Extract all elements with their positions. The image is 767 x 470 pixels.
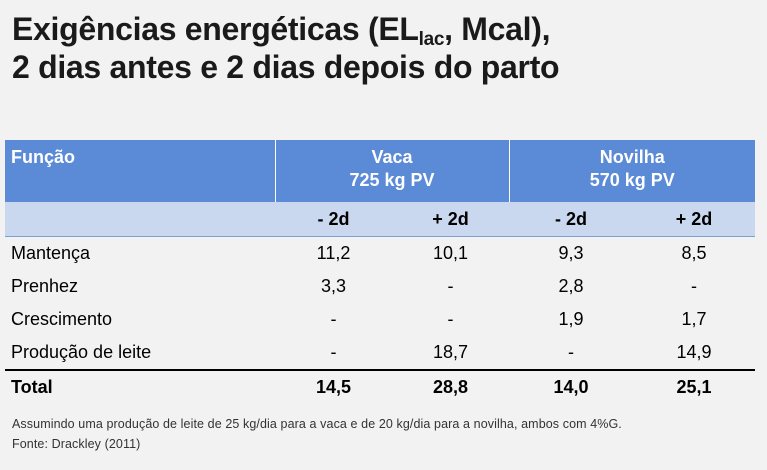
slide-title: Exigências energéticas (ELlac, Mcal), 2 … <box>12 10 757 86</box>
table-cell: 14,9 <box>676 342 712 362</box>
table-cell: - <box>330 342 337 362</box>
table-cell: - <box>447 309 454 329</box>
footnote: Assumindo uma produção de leite de 25 kg… <box>12 414 622 454</box>
total-cell: 14,5 <box>275 369 392 404</box>
row-label: Prenhez <box>11 276 79 296</box>
header-novilha: Novilha 570 kg PV <box>509 140 755 202</box>
row-label: Crescimento <box>11 309 113 329</box>
subheader-cell: + 2d <box>633 202 755 237</box>
total-cell: 28,8 <box>392 369 509 404</box>
energy-requirements-table: Função Vaca 725 kg PV Novilha 570 kg PV … <box>5 140 755 404</box>
header-funcao: Função <box>5 140 276 202</box>
table-header-row: Função Vaca 725 kg PV Novilha 570 kg PV <box>5 140 755 202</box>
subheader-cell: - 2d <box>509 202 633 237</box>
title-subscript: lac <box>418 29 445 50</box>
table-cell: 3,3 <box>320 276 347 296</box>
table-row: Prenhez 3,3 - 2,8 - <box>5 270 755 303</box>
table-cell: 2,8 <box>558 276 584 296</box>
subheader-cell: - 2d <box>275 202 392 237</box>
title-line-1: Exigências energéticas (ELlac, Mcal), <box>12 11 551 50</box>
subheader-empty <box>5 202 275 237</box>
table-subheader-row: - 2d + 2d - 2d + 2d <box>5 202 755 237</box>
table-cell: - <box>330 309 337 329</box>
subheader-cell: + 2d <box>392 202 509 237</box>
table-row: Crescimento - - 1,9 1,7 <box>5 303 755 336</box>
table-cell: - <box>447 276 454 296</box>
table-row: Produção de leite - 18,7 - 14,9 <box>5 336 755 370</box>
table-row: Mantença 11,2 10,1 9,3 8,5 <box>5 237 755 271</box>
table-cell: - <box>568 342 574 362</box>
total-cell: 14,0 <box>509 369 633 404</box>
header-vaca: Vaca 725 kg PV <box>275 140 510 202</box>
title-line-2: 2 dias antes e 2 dias depois do parto <box>12 49 560 85</box>
table-cell: 1,7 <box>681 309 707 329</box>
table-cell: 9,3 <box>558 243 584 263</box>
row-label: Mantença <box>11 243 91 263</box>
table-cell: - <box>691 276 697 296</box>
source-note: Fonte: Drackley (2011) <box>12 437 141 451</box>
assumption-note: Assumindo uma produção de leite de 25 kg… <box>12 417 622 431</box>
table-total-row: Total 14,5 28,8 14,0 25,1 <box>5 369 755 404</box>
total-label: Total <box>5 369 275 404</box>
table-cell: 18,7 <box>432 342 469 362</box>
table-cell: 11,2 <box>316 243 351 263</box>
table-cell: 1,9 <box>558 309 584 329</box>
row-label: Produção de leite <box>11 342 152 362</box>
table-cell: 10,1 <box>432 243 469 263</box>
table-cell: 8,5 <box>681 243 707 263</box>
total-cell: 25,1 <box>633 369 755 404</box>
